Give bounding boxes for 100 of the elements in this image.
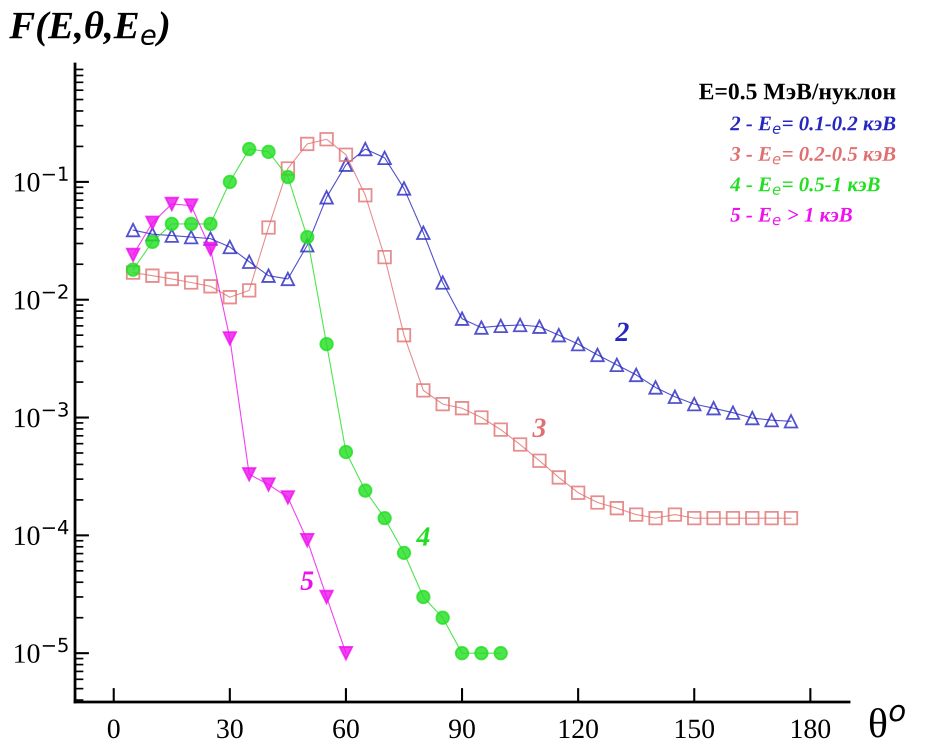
point xyxy=(300,230,314,244)
point xyxy=(416,590,430,604)
point xyxy=(145,227,160,242)
point xyxy=(454,646,470,660)
point xyxy=(668,507,682,522)
point xyxy=(280,272,296,286)
point xyxy=(648,510,663,526)
point xyxy=(203,216,218,232)
point xyxy=(338,444,354,460)
point xyxy=(745,410,760,426)
point xyxy=(280,170,296,184)
point xyxy=(203,231,218,246)
point xyxy=(300,533,314,548)
point xyxy=(610,358,624,372)
point xyxy=(590,495,605,510)
y-tick-label: 10$^{−2}$ xyxy=(15,284,68,310)
x-tick-label: 0 xyxy=(108,719,120,738)
point xyxy=(338,148,354,162)
point xyxy=(590,348,605,362)
point xyxy=(319,190,334,204)
point xyxy=(319,336,334,352)
point xyxy=(396,328,412,342)
point xyxy=(512,318,528,332)
point xyxy=(319,132,334,146)
x-tick-label: 90 xyxy=(449,719,475,738)
point xyxy=(396,546,412,560)
point xyxy=(687,510,702,526)
point xyxy=(629,507,644,522)
text: 5 - E$_{e}$ > 1 кэВ xyxy=(730,208,852,226)
point xyxy=(474,320,489,335)
point xyxy=(222,174,237,190)
point xyxy=(126,265,140,280)
point xyxy=(203,279,218,294)
annotation: 2 xyxy=(615,322,629,341)
y-tick-label: 10$^{−1}$ xyxy=(15,166,68,192)
point xyxy=(242,283,256,298)
point xyxy=(222,331,237,346)
point xyxy=(164,272,179,286)
annotation: 4 xyxy=(416,527,430,546)
point xyxy=(358,188,372,202)
text: 2 - E$_{e}$= 0.1-0.2 кэВ xyxy=(730,116,896,134)
point xyxy=(261,220,276,235)
point xyxy=(338,646,354,660)
point xyxy=(764,510,779,526)
x-tick-label: 180 xyxy=(792,719,830,738)
point xyxy=(494,646,508,660)
x-tick-label: 150 xyxy=(676,719,714,738)
point xyxy=(261,268,276,283)
point xyxy=(552,328,566,342)
point xyxy=(532,454,547,468)
point xyxy=(610,501,624,516)
point xyxy=(242,254,256,269)
point xyxy=(436,275,450,290)
annotation: 5 xyxy=(300,572,314,590)
x-tick-label: 60 xyxy=(333,719,359,738)
y-tick-label: 10$^{−4}$ xyxy=(15,520,68,546)
point xyxy=(706,401,721,416)
point xyxy=(474,646,489,660)
point xyxy=(570,336,586,352)
y-axis-title: F(E,θ,E$_{e}$) xyxy=(9,11,168,47)
point xyxy=(687,396,702,412)
point xyxy=(416,383,430,398)
point xyxy=(184,216,198,232)
point xyxy=(377,150,392,165)
point xyxy=(454,401,470,416)
point xyxy=(319,590,334,604)
point xyxy=(784,414,798,428)
point xyxy=(358,142,372,156)
y-tick-label: 10$^{−3}$ xyxy=(15,402,68,428)
text: 3 - E$_{e}$= 0.2-0.5 кэВ xyxy=(730,146,896,164)
point xyxy=(261,477,276,492)
x-tick-label: 120 xyxy=(560,719,598,738)
point xyxy=(184,230,198,244)
point xyxy=(784,510,798,526)
point xyxy=(300,136,314,152)
point xyxy=(494,318,508,334)
point xyxy=(222,240,237,254)
text: 4 - E$_{e}$= 0.5-1 кэВ xyxy=(730,177,880,195)
point xyxy=(494,422,508,437)
annotation: 3 xyxy=(532,418,546,438)
point xyxy=(377,250,392,264)
point xyxy=(184,198,198,213)
point xyxy=(668,390,682,404)
point xyxy=(222,290,237,304)
point xyxy=(242,467,256,482)
point xyxy=(126,248,140,262)
point xyxy=(726,510,740,526)
point xyxy=(184,275,198,290)
point xyxy=(261,144,276,159)
point xyxy=(436,396,450,412)
point xyxy=(358,483,372,498)
point xyxy=(338,158,354,172)
point xyxy=(126,222,140,238)
point xyxy=(436,610,450,625)
x-axis-title: θ$^{o}$ xyxy=(870,704,905,738)
point xyxy=(474,410,489,425)
point xyxy=(242,142,256,156)
point xyxy=(164,196,179,212)
point xyxy=(164,228,179,243)
point xyxy=(145,216,160,230)
